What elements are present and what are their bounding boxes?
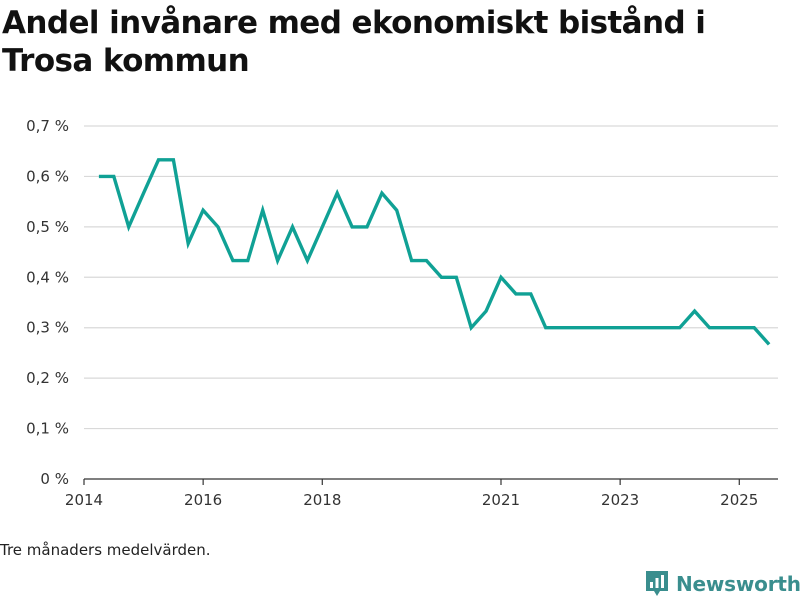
data-point[interactable] xyxy=(423,257,431,265)
data-point[interactable] xyxy=(572,324,580,332)
data-point[interactable] xyxy=(140,189,148,197)
brand-name: Newsworthy xyxy=(676,572,800,596)
data-point[interactable] xyxy=(393,206,401,214)
data-point[interactable] xyxy=(289,223,297,231)
data-point[interactable] xyxy=(274,257,282,265)
data-point[interactable] xyxy=(333,189,341,197)
data-point[interactable] xyxy=(95,172,103,180)
x-tick-label: 2014 xyxy=(65,491,103,509)
data-point[interactable] xyxy=(155,156,163,164)
data-point[interactable] xyxy=(706,324,714,332)
x-tick-label: 2023 xyxy=(601,491,639,509)
y-tick-label: 0,2 % xyxy=(26,369,69,387)
y-tick-label: 0,3 % xyxy=(26,319,69,337)
data-point[interactable] xyxy=(452,273,460,281)
x-axis: 2014 2016 2018 2021 2023 2025 xyxy=(65,478,778,509)
data-point[interactable] xyxy=(125,223,133,231)
grid-lines xyxy=(84,125,778,430)
data-point[interactable] xyxy=(676,324,684,332)
y-tick-label: 0,7 % xyxy=(26,117,69,135)
x-tick-label: 2016 xyxy=(184,491,222,509)
data-point[interactable] xyxy=(765,340,773,348)
data-point[interactable] xyxy=(691,307,699,315)
x-tick-label: 2018 xyxy=(303,491,341,509)
data-point[interactable] xyxy=(616,324,624,332)
chart-title: Andel invånare med ekonomiskt bistånd i … xyxy=(2,5,706,79)
y-tick-label: 0 % xyxy=(40,470,69,488)
data-point[interactable] xyxy=(437,273,445,281)
newsworthy-logo-icon xyxy=(646,571,668,596)
data-point[interactable] xyxy=(244,257,252,265)
data-point[interactable] xyxy=(497,273,505,281)
y-axis-ticks: 0 % 0,1 % 0,2 % 0,3 % 0,4 % 0,5 % 0,6 % 0,7 % xyxy=(26,117,69,488)
x-tick-label: 2025 xyxy=(720,491,758,509)
data-point[interactable] xyxy=(408,257,416,265)
data-point[interactable] xyxy=(542,324,550,332)
series-group xyxy=(95,156,773,348)
data-point[interactable] xyxy=(601,324,609,332)
data-point[interactable] xyxy=(557,324,565,332)
data-point[interactable] xyxy=(527,290,535,298)
data-point[interactable] xyxy=(646,324,654,332)
data-point[interactable] xyxy=(214,223,222,231)
y-tick-label: 0,1 % xyxy=(26,420,69,438)
data-point[interactable] xyxy=(303,257,311,265)
y-tick-label: 0,6 % xyxy=(26,167,69,185)
footnote: Tre månaders medelvärden. xyxy=(0,541,211,559)
data-point[interactable] xyxy=(363,223,371,231)
data-point[interactable] xyxy=(318,223,326,231)
data-point[interactable] xyxy=(110,172,118,180)
data-point[interactable] xyxy=(199,206,207,214)
y-tick-label: 0,4 % xyxy=(26,268,69,286)
data-point[interactable] xyxy=(378,189,386,197)
data-point[interactable] xyxy=(586,324,594,332)
data-point[interactable] xyxy=(631,324,639,332)
y-tick-label: 0,5 % xyxy=(26,218,69,236)
data-point[interactable] xyxy=(184,240,192,248)
data-point[interactable] xyxy=(467,324,475,332)
data-point[interactable] xyxy=(169,156,177,164)
data-point[interactable] xyxy=(735,324,743,332)
data-point[interactable] xyxy=(750,324,758,332)
data-point[interactable] xyxy=(720,324,728,332)
data-point[interactable] xyxy=(229,257,237,265)
data-point[interactable] xyxy=(512,290,520,298)
data-point[interactable] xyxy=(661,324,669,332)
series-line xyxy=(98,158,771,346)
brand-logo[interactable]: Newsworthy xyxy=(644,569,800,599)
data-point[interactable] xyxy=(482,307,490,315)
data-point[interactable] xyxy=(259,206,267,214)
data-point[interactable] xyxy=(348,223,356,231)
x-tick-label: 2021 xyxy=(482,491,520,509)
